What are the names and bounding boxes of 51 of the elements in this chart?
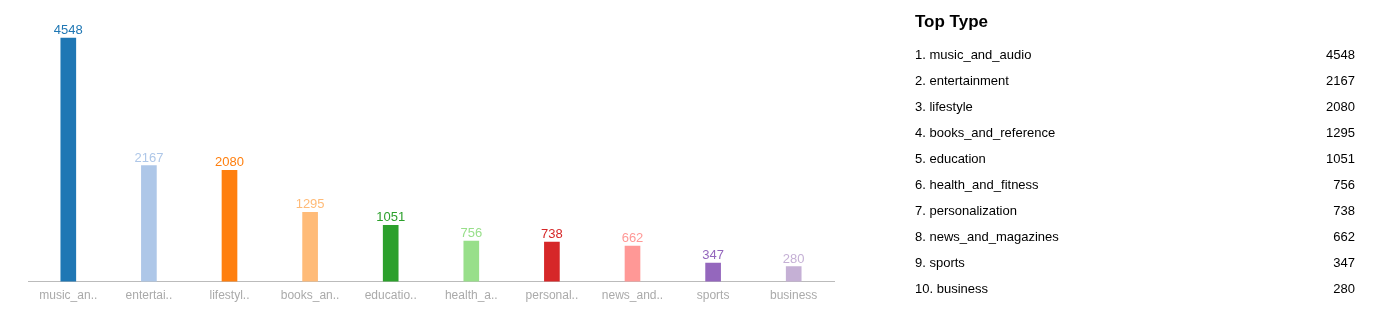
- category-label: 4. books_and_reference: [915, 124, 1056, 142]
- bar: [624, 245, 641, 282]
- data-label: 738: [541, 226, 563, 242]
- x-tick-label: personal..: [525, 288, 579, 303]
- x-tick-label: business: [770, 288, 818, 303]
- data-label: 2167: [134, 149, 164, 165]
- x-tick-label: lifestyl..: [209, 288, 250, 303]
- category-label: 1. music_and_audio: [915, 46, 1032, 64]
- x-tick-label: entertai..: [125, 288, 173, 303]
- bar: [302, 211, 318, 282]
- bar: [705, 262, 721, 282]
- category-label: 6. health_and_fitness: [915, 176, 1039, 194]
- data-label: 662: [1333, 228, 1355, 246]
- data-label: 2080: [1326, 98, 1355, 116]
- bar: [544, 241, 560, 282]
- data-label: 738: [1333, 202, 1355, 220]
- data-label: 1051: [376, 209, 406, 225]
- bar: [463, 240, 480, 282]
- data-label: 4548: [53, 22, 83, 38]
- data-label: 280: [782, 250, 805, 266]
- bar: [785, 266, 802, 282]
- category-label: 7. personalization: [915, 202, 1017, 220]
- x-tick-label: music_an..: [39, 288, 98, 303]
- data-label: 2080: [215, 154, 244, 170]
- bar: [141, 165, 157, 282]
- category-label: 8. news_and_magazines: [915, 228, 1059, 246]
- data-label: 280: [1333, 280, 1355, 298]
- data-label: 2167: [1326, 72, 1355, 90]
- bar: [221, 169, 238, 282]
- data-label: 1051: [1326, 150, 1355, 168]
- x-tick-label: educatio..: [364, 288, 417, 303]
- data-label: 756: [460, 225, 483, 241]
- data-label: 1295: [1326, 124, 1355, 142]
- data-label: 756: [1333, 176, 1355, 194]
- text: Top Type: [915, 12, 990, 32]
- x-tick-label: health_a..: [444, 288, 498, 303]
- data-label: 662: [621, 230, 644, 246]
- data-label: 4548: [1326, 46, 1355, 64]
- category-label: 3. lifestyle: [915, 98, 973, 116]
- data-label: 347: [1333, 254, 1355, 272]
- x-tick-label: news_and..: [601, 288, 664, 303]
- x-tick-label: sports: [696, 288, 730, 303]
- data-label: 1295: [295, 196, 325, 212]
- category-label: 9. sports: [915, 254, 965, 272]
- x-tick-label: books_an..: [280, 288, 340, 303]
- bar: [60, 37, 77, 282]
- category-label: 10. business: [915, 280, 988, 298]
- category-label: 5. education: [915, 150, 986, 168]
- category-label: 2. entertainment: [915, 72, 1009, 90]
- bar: [382, 225, 399, 282]
- data-label: 347: [702, 247, 724, 263]
